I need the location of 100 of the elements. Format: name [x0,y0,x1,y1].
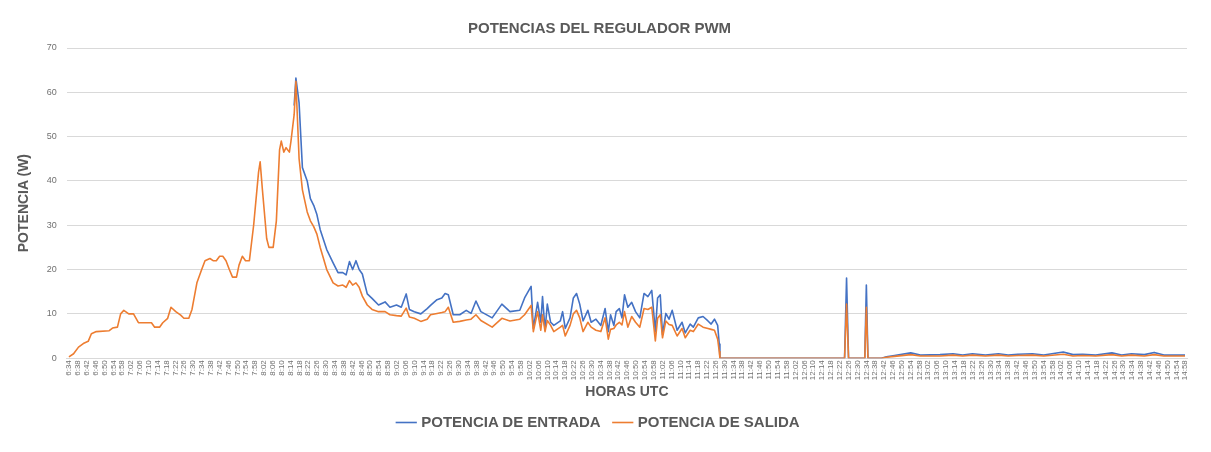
x-tick-label: 7:46 [223,359,233,376]
x-tick-label: 12:54 [905,359,915,381]
x-tick-label: 14:18 [1091,359,1101,381]
x-tick-label: 14:26 [1109,359,1119,381]
x-tick-label: 14:10 [1074,359,1084,381]
x-tick-label: 12:02 [790,359,800,381]
y-tick-label: 0 [51,352,57,363]
x-tick-label: 7:34 [197,359,207,376]
x-tick-label: 10:30 [586,359,596,381]
x-tick-label: 12:18 [826,359,836,381]
x-tick-label: 11:18 [693,359,703,380]
x-tick-label: 11:22 [702,359,712,380]
x-tick-label: 8:22 [303,359,313,376]
x-tick-label: 12:42 [879,359,889,381]
x-tick-label: 11:50 [764,359,774,380]
x-tick-label: 13:26 [976,359,986,381]
x-tick-label: 7:38 [205,359,215,376]
x-tick-label: 9:10 [409,359,419,376]
x-tick-label: 6:58 [117,359,127,376]
x-tick-label: 13:06 [932,359,942,381]
x-tick-label: 12:34 [861,359,871,381]
x-tick-label: 12:26 [843,359,853,381]
x-tick-label: 8:50 [365,359,375,376]
x-tick-label: 9:42 [480,359,490,376]
x-tick-label: 10:14 [551,359,561,381]
x-tick-label: 14:06 [1065,359,1075,381]
x-tick-label: 11:10 [675,359,685,380]
x-tick-label: 10:34 [595,359,605,381]
y-tick-label: 60 [46,86,57,97]
x-tick-label: 12:46 [888,359,898,381]
x-tick-label: 8:26 [312,359,322,376]
x-tick-label: 6:42 [81,359,91,376]
x-tick-label: 12:06 [799,359,809,381]
x-tick-label: 8:38 [338,359,348,376]
x-tick-label: 12:30 [852,359,862,381]
x-tick-label: 14:54 [1171,359,1181,381]
x-tick-label: 13:42 [1012,359,1022,381]
y-tick-label: 30 [46,219,57,230]
x-tick-label: 8:06 [267,359,277,376]
x-tick-label: 8:10 [276,359,286,376]
x-tick-label: 14:02 [1056,359,1066,381]
x-tick-label: 6:38 [73,359,83,376]
x-tick-label: 14:34 [1127,359,1137,381]
x-tick-label: 12:22 [834,359,844,381]
x-tick-label: 6:46 [90,359,100,376]
x-tick-label: 13:46 [1021,359,1031,381]
x-tick-label: 7:50 [232,359,242,376]
y-axis-title: POTENCIA (W) [15,153,32,253]
x-tick-label: 8:42 [347,359,357,376]
y-tick-label: 20 [46,264,57,275]
x-tick-label: 11:14 [684,359,694,380]
x-tick-label: 13:30 [985,359,995,381]
x-tick-label: 11:34 [728,359,738,380]
x-tick-label: 9:34 [462,359,472,376]
y-tick-label: 50 [46,131,57,142]
x-tick-label: 11:54 [772,359,782,380]
x-tick-label: 10:22 [569,359,579,381]
x-tick-label: 13:58 [1047,359,1057,381]
x-tick-label: 11:58 [781,359,791,380]
x-tick-label: 9:02 [391,359,401,376]
x-tick-label: 7:14 [152,359,162,376]
x-tick-label: 14:58 [1180,359,1190,381]
x-tick-label: 10:46 [622,359,632,381]
x-tick-label: 10:50 [631,359,641,381]
x-tick-label: 10:06 [533,359,543,381]
x-tick-label: 10:38 [604,359,614,381]
x-tick-label: 10:58 [648,359,658,381]
x-tick-label: 8:58 [383,359,393,376]
x-tick-label: 12:10 [808,359,818,381]
x-tick-label: 10:54 [640,359,650,381]
x-tick-label: 10:10 [542,359,552,381]
x-tick-label: 8:34 [330,359,340,376]
x-tick-label: 11:06 [666,359,676,380]
x-tick-label: 7:26 [179,359,189,376]
x-tick-label: 11:02 [657,359,667,380]
x-tick-label: 11:38 [737,359,747,380]
y-tick-label: 40 [46,175,57,186]
x-tick-label: 9:06 [400,359,410,376]
x-tick-label: 8:46 [356,359,366,376]
x-tick-label: 7:10 [144,359,153,376]
x-tick-label: 14:22 [1100,359,1110,381]
x-tick-label: 10:02 [524,359,534,381]
x-tick-label: 14:46 [1153,359,1163,381]
x-tick-label: 13:18 [958,359,968,381]
x-tick-label: 9:46 [489,359,499,376]
x-tick-label: 7:06 [135,359,145,376]
x-tick-label: 9:22 [436,359,446,376]
x-tick-label: 7:22 [170,359,180,376]
x-tick-label: 12:50 [896,359,906,381]
x-tick-label: 11:46 [755,359,765,380]
x-tick-label: 7:58 [250,359,260,376]
x-tick-label: 9:58 [516,359,526,376]
x-tick-label: 14:50 [1162,359,1172,381]
x-tick-label: 6:50 [99,359,109,376]
x-tick-label: 8:54 [374,359,384,376]
x-tick-label: 14:38 [1136,359,1146,381]
x-tick-label: 8:30 [321,359,331,376]
y-tick-label: 70 [46,42,57,53]
x-tick-label: 8:18 [294,359,304,376]
legend-label: POTENCIA DE SALIDA [637,412,800,430]
